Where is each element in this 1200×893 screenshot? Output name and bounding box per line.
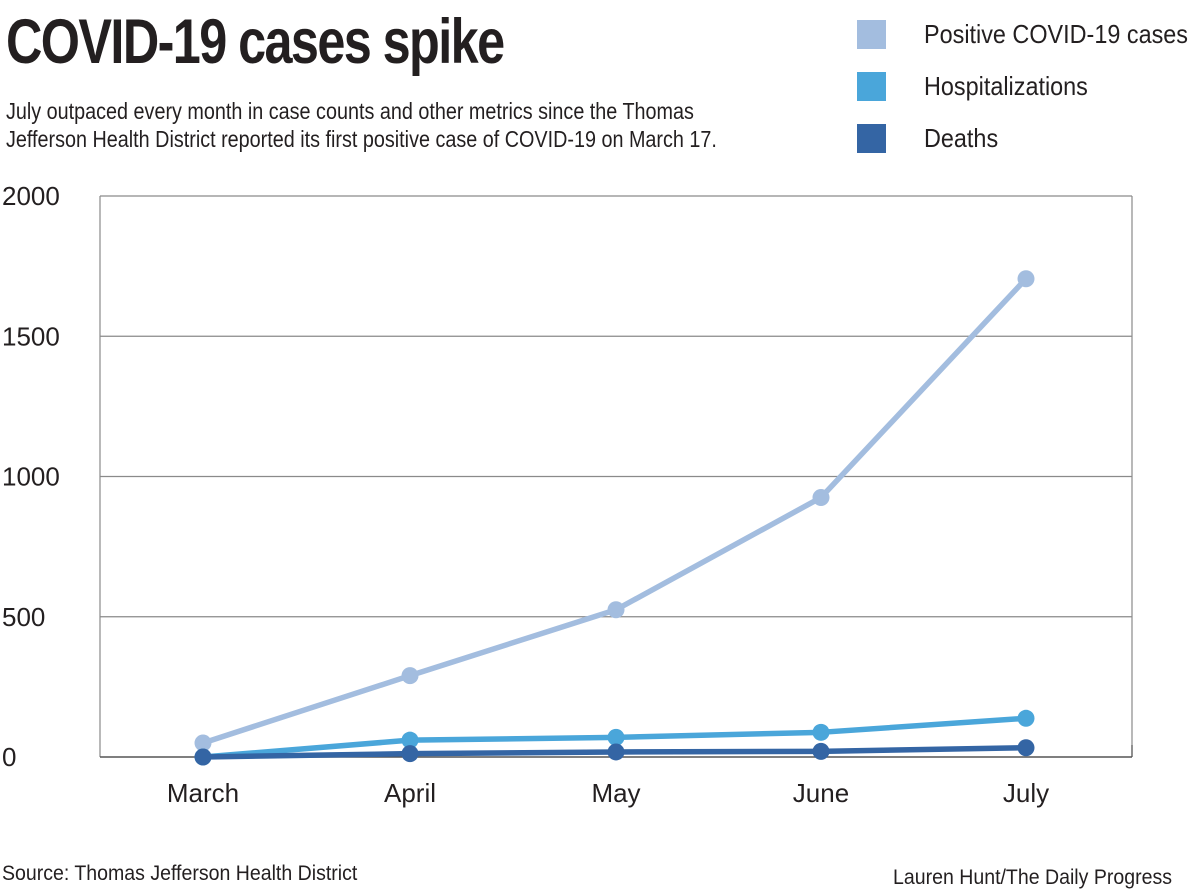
x-tick-label-may: May bbox=[591, 778, 640, 808]
point-hospitalizations-april bbox=[401, 731, 419, 749]
legend-label-deaths: Deaths bbox=[924, 122, 999, 153]
source-note: Source: Thomas Jefferson Health District bbox=[2, 862, 358, 885]
point-hospitalizations-may bbox=[607, 728, 625, 746]
point-deaths-april bbox=[401, 745, 419, 763]
x-tick-label-june: June bbox=[793, 778, 849, 808]
point-positive-covid-19-cases-april bbox=[401, 667, 419, 685]
credit-note: Lauren Hunt/The Daily Progress bbox=[893, 866, 1172, 889]
point-hospitalizations-june bbox=[812, 723, 830, 741]
legend-item-positive-cases: Positive COVID-19 cases bbox=[857, 8, 1200, 60]
legend-swatch-deaths bbox=[857, 123, 886, 153]
point-positive-covid-19-cases-july bbox=[1017, 270, 1035, 288]
x-tick-label-july: July bbox=[1003, 778, 1049, 808]
y-tick-label-0: 0 bbox=[2, 742, 16, 772]
y-tick-label-1000: 1000 bbox=[2, 462, 60, 492]
chart-title: COVID-19 cases spike bbox=[6, 7, 505, 77]
point-deaths-may bbox=[607, 743, 625, 761]
point-deaths-june bbox=[812, 742, 830, 760]
y-tick-label-2000: 2000 bbox=[2, 181, 60, 211]
point-positive-covid-19-cases-may bbox=[607, 601, 625, 619]
y-tick-label-1500: 1500 bbox=[2, 321, 60, 351]
legend-item-hospitalizations: Hospitalizations bbox=[857, 60, 1200, 112]
x-tick-label-march: March bbox=[167, 778, 239, 808]
legend-swatch-hospitalizations bbox=[857, 71, 886, 101]
point-deaths-july bbox=[1017, 739, 1035, 757]
legend-item-deaths: Deaths bbox=[857, 112, 1200, 164]
point-deaths-march bbox=[194, 748, 212, 766]
y-tick-label-500: 500 bbox=[2, 602, 45, 632]
legend-swatch-positive-cases bbox=[857, 19, 886, 49]
legend-label-positive-cases: Positive COVID-19 cases bbox=[924, 18, 1188, 49]
legend-label-hospitalizations: Hospitalizations bbox=[924, 70, 1088, 101]
point-positive-covid-19-cases-june bbox=[812, 489, 830, 507]
point-positive-covid-19-cases-march bbox=[194, 734, 212, 752]
series-line-positive-covid-19-cases bbox=[200, 275, 1029, 746]
point-hospitalizations-july bbox=[1017, 709, 1035, 727]
x-tick-label-april: April bbox=[384, 778, 436, 808]
legend: Positive COVID-19 cases Hospitalizations… bbox=[857, 8, 1200, 164]
chart-subtitle: July outpaced every month in case counts… bbox=[6, 98, 717, 152]
